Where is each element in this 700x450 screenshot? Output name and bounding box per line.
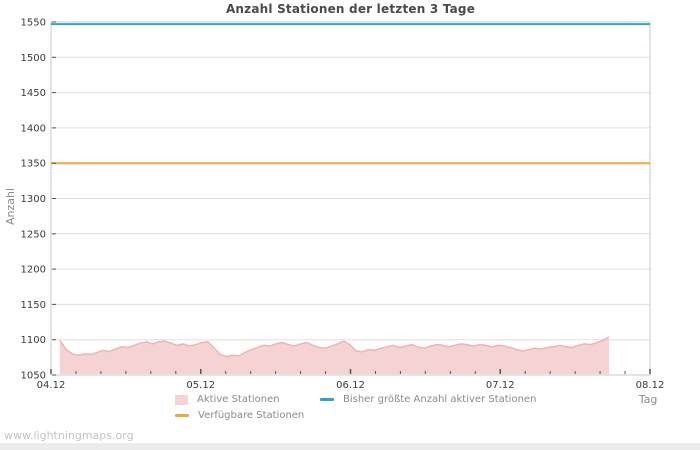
svg-text:08.12: 08.12 — [636, 380, 665, 391]
y-gridlines — [51, 21, 650, 376]
max-active-stations-swatch — [320, 398, 334, 401]
svg-text:1050: 1050 — [21, 371, 46, 382]
x-axis-ticks: 04.12 05.12 06.12 07.12 08.12 — [37, 369, 665, 391]
y-axis-ticks: 1050 1100 1150 1200 1250 1300 1350 1400 1450 1500… — [21, 18, 56, 382]
svg-text:1450: 1450 — [21, 88, 46, 99]
active-stations-swatch — [175, 394, 188, 405]
legend-label-available-stations: Verfügbare Stationen — [198, 410, 305, 421]
legend-label-active-stations: Aktive Stationen — [197, 394, 280, 405]
legend-label-max-active-stations: Bisher größte Anzahl aktiver Stationen — [343, 394, 537, 405]
svg-text:04.12: 04.12 — [37, 380, 66, 391]
svg-text:1300: 1300 — [21, 194, 46, 205]
svg-text:1500: 1500 — [21, 53, 46, 64]
svg-text:1250: 1250 — [21, 229, 46, 240]
x-axis-label: Tag — [638, 393, 658, 406]
svg-text:1150: 1150 — [21, 300, 46, 311]
svg-text:06.12: 06.12 — [336, 380, 365, 391]
available-stations-swatch — [175, 414, 189, 417]
active-stations-area — [59, 336, 610, 374]
legend-item-available-stations: Verfügbare Stationen — [175, 410, 304, 421]
svg-text:05.12: 05.12 — [186, 380, 215, 391]
plot-frame — [50, 21, 651, 376]
svg-text:1350: 1350 — [21, 159, 46, 170]
footer-strip — [0, 443, 700, 450]
watermark: www.lightningmaps.org — [4, 429, 134, 442]
x-minor-ticks — [75, 371, 626, 374]
legend-item-max-active-stations: Bisher größte Anzahl aktiver Stationen — [320, 394, 536, 405]
svg-text:1100: 1100 — [21, 335, 46, 346]
svg-text:07.12: 07.12 — [486, 380, 515, 391]
chart-title: Anzahl Stationen der letzten 3 Tage — [225, 2, 476, 16]
svg-text:1550: 1550 — [21, 18, 46, 29]
svg-text:1400: 1400 — [21, 123, 46, 134]
legend-item-active-stations: Aktive Stationen — [175, 394, 280, 405]
y-axis-label: Anzahl — [4, 187, 17, 225]
svg-text:1200: 1200 — [21, 265, 46, 276]
